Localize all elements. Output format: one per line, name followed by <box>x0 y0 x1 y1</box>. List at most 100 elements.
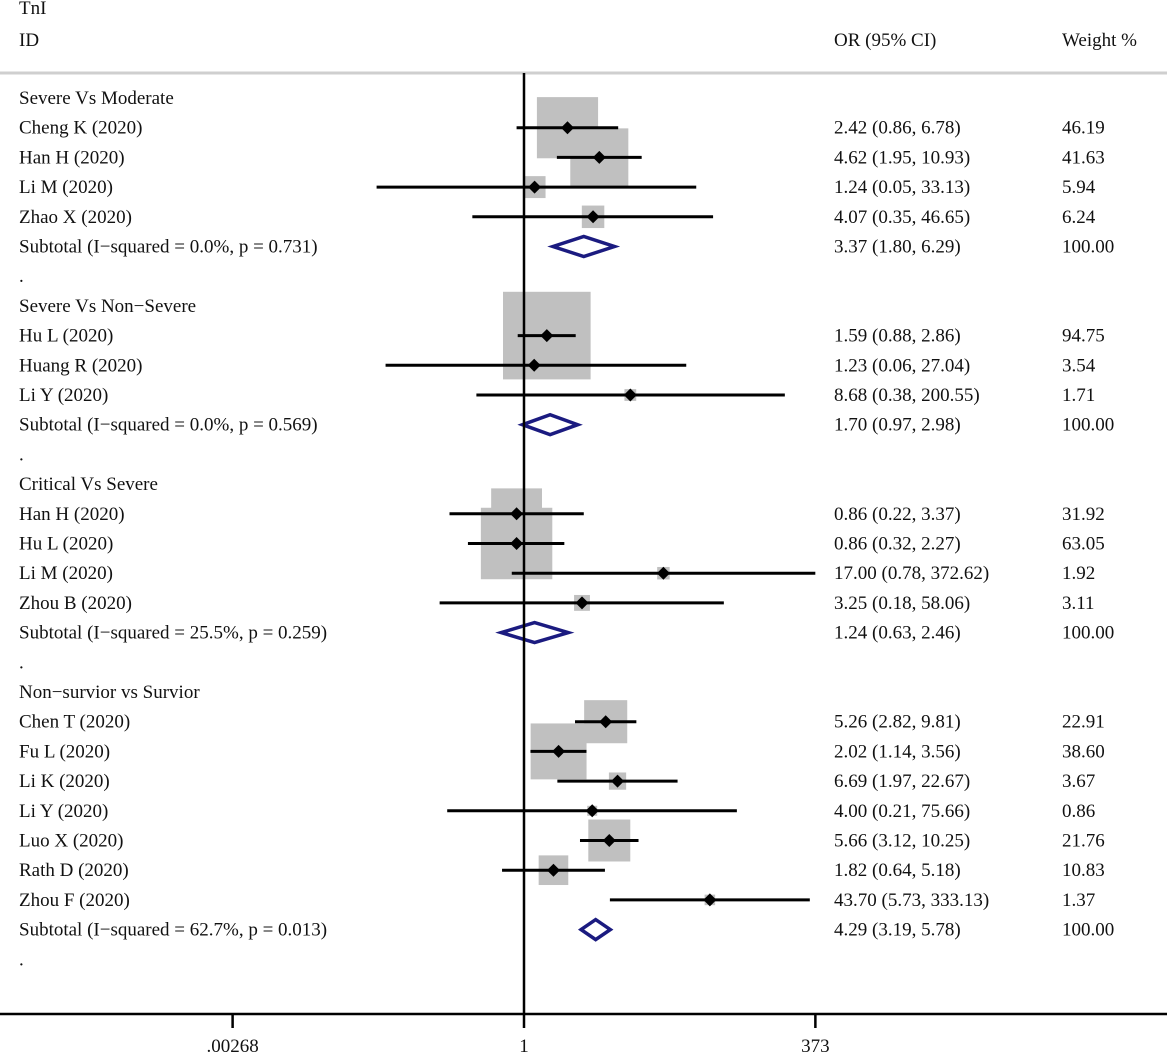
study-label: Luo X (2020) <box>19 831 123 852</box>
study-or-ci: 0.86 (0.32, 2.27) <box>834 534 961 555</box>
study-or-ci: 5.66 (3.12, 10.25) <box>834 831 970 852</box>
subtotal-weight: 100.00 <box>1062 237 1114 258</box>
study-weight: 0.86 <box>1062 801 1095 822</box>
x-tick-label: 1 <box>519 1036 529 1055</box>
subtotal-weight: 100.00 <box>1062 415 1114 436</box>
study-weight: 41.63 <box>1062 147 1105 168</box>
study-or-ci: 4.62 (1.95, 10.93) <box>834 147 970 168</box>
forest-rows: Severe Vs Moderate Cheng K (2020) 2.42 (0.… <box>19 88 1114 970</box>
study-or-ci: 43.70 (5.73, 333.13) <box>834 890 989 911</box>
x-tick-label: .00268 <box>206 1036 258 1055</box>
study-label: Zhou B (2020) <box>19 593 132 614</box>
study-weight: 38.60 <box>1062 741 1105 762</box>
x-axis: .00268 1 373 <box>0 73 1167 1055</box>
group-label: Severe Vs Non−Severe <box>19 296 196 317</box>
study-weight: 63.05 <box>1062 534 1105 555</box>
point-estimate-marker <box>623 388 637 402</box>
x-tick-label: 373 <box>801 1036 830 1055</box>
ci-line-layer <box>376 121 816 942</box>
study-or-ci: 8.68 (0.38, 200.55) <box>834 385 980 406</box>
study-label: Huang R (2020) <box>19 355 142 376</box>
study-label: Hu L (2020) <box>19 326 113 347</box>
study-label: Chen T (2020) <box>19 712 130 733</box>
study-weight: 46.19 <box>1062 118 1105 139</box>
study-weight: 22.91 <box>1062 712 1105 733</box>
study-label: Han H (2020) <box>19 504 125 525</box>
study-label: Li M (2020) <box>19 177 113 198</box>
point-estimate-marker <box>611 774 625 788</box>
study-label: Li M (2020) <box>19 563 113 584</box>
subtotal-or-ci: 4.29 (3.19, 5.78) <box>834 920 961 941</box>
point-estimate-marker <box>656 566 670 580</box>
study-or-ci: 17.00 (0.78, 372.62) <box>834 563 989 584</box>
study-label: Hu L (2020) <box>19 534 113 555</box>
subtotal-diamond <box>577 917 614 942</box>
study-weight: 5.94 <box>1062 177 1096 198</box>
point-estimate-marker <box>599 715 613 729</box>
point-estimate-marker <box>552 744 566 758</box>
study-weight: 1.71 <box>1062 385 1095 406</box>
subtotal-label: Subtotal (I−squared = 0.0%, p = 0.731) <box>19 237 318 258</box>
study-label: Rath D (2020) <box>19 860 129 881</box>
study-or-ci: 3.25 (0.18, 58.06) <box>834 593 970 614</box>
chart-title: TnI <box>19 0 46 19</box>
point-estimate-marker <box>586 210 600 224</box>
study-or-ci: 1.24 (0.05, 33.13) <box>834 177 970 198</box>
subtotal-label: Subtotal (I−squared = 0.0%, p = 0.569) <box>19 415 318 436</box>
column-header-id: ID <box>19 30 39 51</box>
group-label: Critical Vs Severe <box>19 474 158 495</box>
study-label: Zhou F (2020) <box>19 890 130 911</box>
group-label: Severe Vs Moderate <box>19 88 174 109</box>
point-estimate-marker <box>560 121 574 135</box>
subtotal-label: Subtotal (I−squared = 62.7%, p = 0.013) <box>19 920 327 941</box>
point-estimate-marker <box>510 507 524 521</box>
study-label: Zhao X (2020) <box>19 207 132 228</box>
group-label: Non−survior vs Survior <box>19 682 200 703</box>
study-or-ci: 4.00 (0.21, 75.66) <box>834 801 970 822</box>
subtotal-diamond <box>547 234 621 259</box>
study-label: Li Y (2020) <box>19 801 108 822</box>
study-or-ci: 0.86 (0.22, 3.37) <box>834 504 961 525</box>
study-or-ci: 4.07 (0.35, 46.65) <box>834 207 970 228</box>
study-or-ci: 5.26 (2.82, 9.81) <box>834 712 961 733</box>
group-separator: . <box>19 949 24 970</box>
study-or-ci: 1.59 (0.88, 2.86) <box>834 326 961 347</box>
study-or-ci: 2.02 (1.14, 3.56) <box>834 741 961 762</box>
point-estimate-marker <box>602 834 616 847</box>
study-label: Fu L (2020) <box>19 741 110 762</box>
study-weight: 6.24 <box>1062 207 1096 228</box>
study-weight: 21.76 <box>1062 831 1105 852</box>
group-separator: . <box>19 444 24 465</box>
study-weight: 31.92 <box>1062 504 1105 525</box>
study-or-ci: 1.82 (0.64, 5.18) <box>834 860 961 881</box>
subtotal-diamond <box>495 620 575 645</box>
study-label: Li K (2020) <box>19 771 110 792</box>
subtotal-or-ci: 1.24 (0.63, 2.46) <box>834 623 961 644</box>
column-header-or: OR (95% CI) <box>834 30 936 51</box>
point-estimate-marker <box>528 180 542 194</box>
study-label: Li Y (2020) <box>19 385 108 406</box>
point-estimate-marker <box>575 596 589 610</box>
study-or-ci: 1.23 (0.06, 27.04) <box>834 355 970 376</box>
study-weight: 10.83 <box>1062 860 1105 881</box>
study-weight: 3.11 <box>1062 593 1095 614</box>
subtotal-weight: 100.00 <box>1062 623 1114 644</box>
point-estimate-marker <box>510 537 524 550</box>
group-separator: . <box>19 652 24 673</box>
point-estimate-marker <box>592 150 606 164</box>
study-weight: 3.67 <box>1062 771 1095 792</box>
study-weight: 1.92 <box>1062 563 1095 584</box>
subtotal-diamond <box>517 412 583 437</box>
point-estimate-marker <box>546 863 560 877</box>
study-label: Cheng K (2020) <box>19 118 142 139</box>
study-label: Han H (2020) <box>19 147 125 168</box>
point-estimate-marker <box>585 804 599 818</box>
point-estimate-marker <box>703 893 717 907</box>
study-weight: 1.37 <box>1062 890 1095 911</box>
subtotal-or-ci: 3.37 (1.80, 6.29) <box>834 237 961 258</box>
study-or-ci: 6.69 (1.97, 22.67) <box>834 771 970 792</box>
subtotal-weight: 100.00 <box>1062 920 1114 941</box>
study-or-ci: 2.42 (0.86, 6.78) <box>834 118 961 139</box>
subtotal-or-ci: 1.70 (0.97, 2.98) <box>834 415 961 436</box>
